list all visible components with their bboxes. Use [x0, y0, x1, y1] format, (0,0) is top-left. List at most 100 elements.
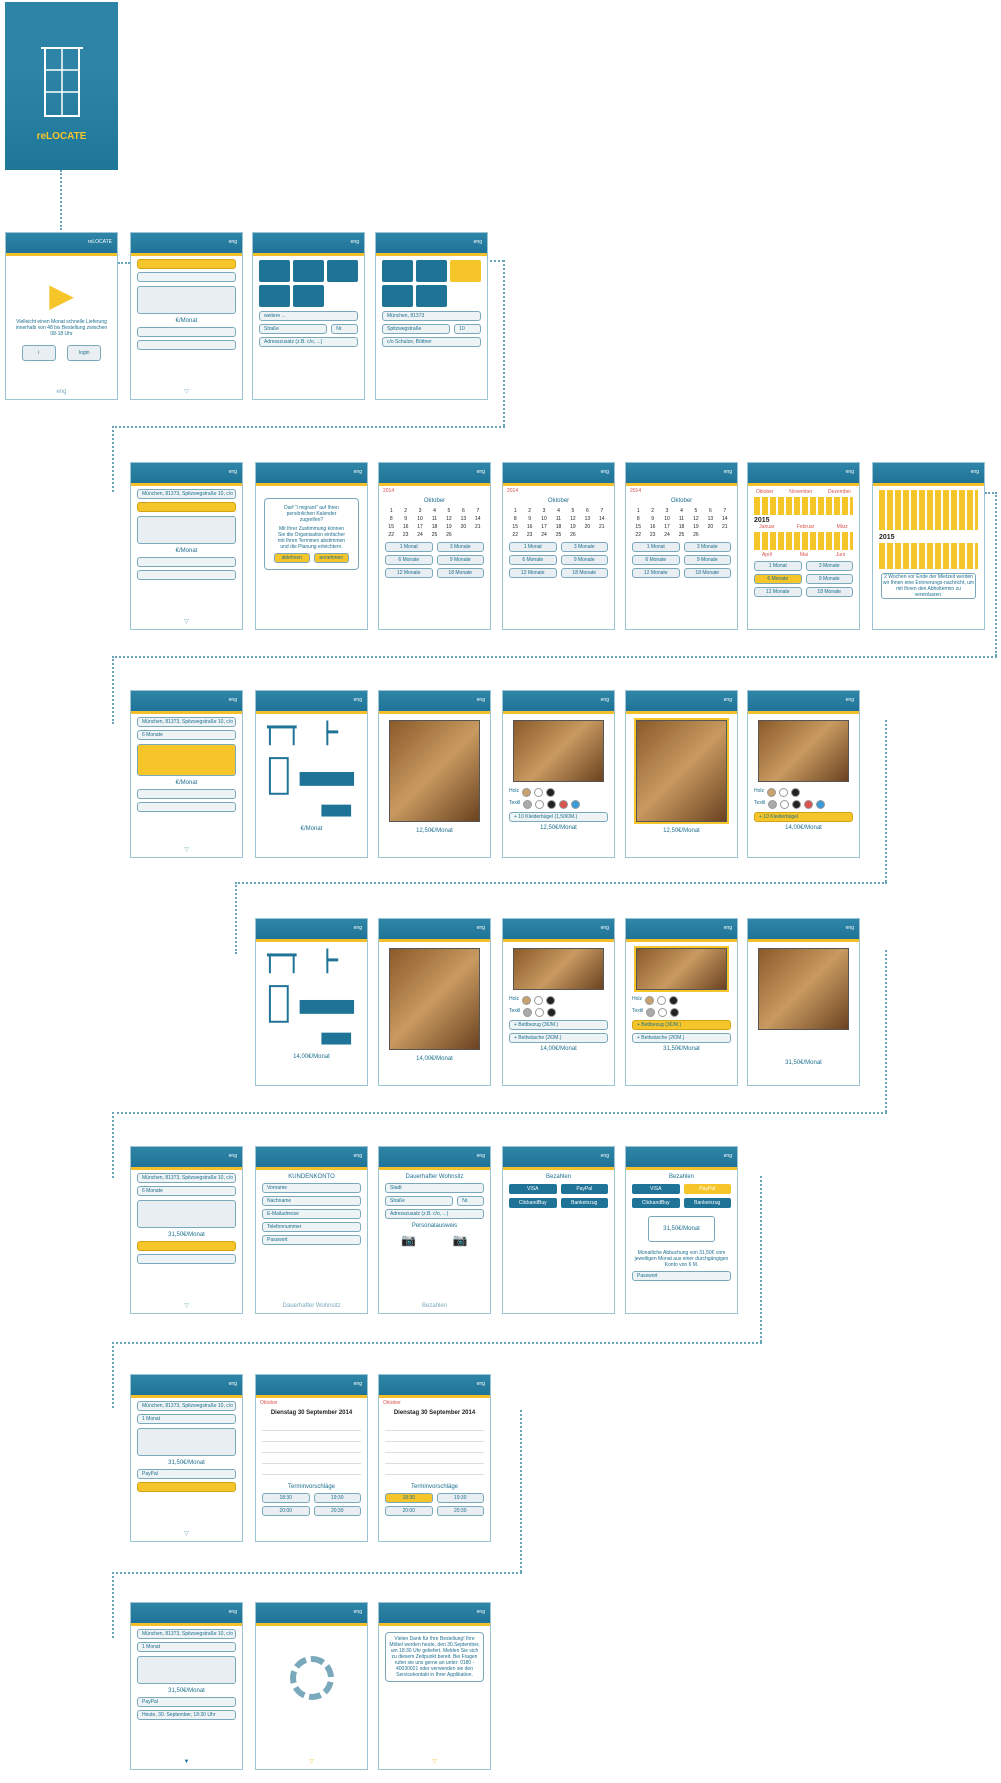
address-extra-input[interactable]: Adresszusatz (z.B. c/o, ...) [259, 337, 358, 347]
duration-12[interactable]: 12 Monate [754, 587, 802, 597]
calendar-day[interactable]: 7 [723, 508, 727, 514]
city-frankfurt[interactable] [416, 285, 447, 307]
textile-swatch[interactable] [768, 800, 778, 809]
calendar-day[interactable]: 2 [404, 508, 408, 514]
calendar-day[interactable]: 9 [404, 516, 408, 522]
textile-swatch[interactable] [658, 1008, 668, 1017]
language-label[interactable]: eng [723, 469, 732, 475]
language-label[interactable]: eng [56, 389, 67, 395]
textile-swatch[interactable] [547, 1008, 557, 1017]
language-label[interactable]: eng [353, 1153, 362, 1159]
language-label[interactable]: eng [350, 239, 359, 245]
delivery-field[interactable] [137, 340, 236, 350]
calendar-day[interactable]: 19 [570, 524, 576, 530]
bed-linen-option[interactable]: + Bettwäsche (2€/M.) [632, 1033, 731, 1043]
clickandbuy-button[interactable]: ClickandBuy [509, 1198, 557, 1208]
visa-button[interactable]: VISA [509, 1184, 557, 1194]
calendar-day[interactable]: 3 [665, 508, 669, 514]
textile-swatch[interactable] [646, 1008, 656, 1017]
calendar-day[interactable]: 17 [541, 524, 547, 530]
hanger-option[interactable]: + 10 Kleiderbügel [754, 812, 853, 822]
wood-swatch[interactable] [546, 996, 556, 1005]
calendar-day[interactable]: 16 [402, 524, 409, 530]
month-back-link[interactable]: Oktober [260, 1400, 278, 1406]
duration-9[interactable]: 9 Monate [560, 555, 608, 565]
delivery-field[interactable] [137, 570, 236, 580]
city-field[interactable]: Stadt [385, 1183, 484, 1193]
clickandbuy-button[interactable]: ClickandBuy [632, 1198, 680, 1208]
calendar-day[interactable]: 14 [599, 516, 605, 522]
wardrobe-photo[interactable] [758, 720, 849, 782]
calendar-day[interactable]: 19 [693, 524, 699, 530]
duration-18[interactable]: 18 Monate [560, 568, 608, 578]
calendar-day[interactable]: 25 [678, 532, 685, 538]
calendar-day[interactable]: 22 [512, 532, 518, 538]
wood-swatch[interactable] [791, 788, 801, 797]
calendar-day[interactable]: 17 [664, 524, 670, 530]
payment-field[interactable]: PayPal [137, 1469, 236, 1479]
language-label[interactable]: eng [228, 1609, 237, 1615]
textile-swatch[interactable] [804, 800, 814, 809]
street-field[interactable]: Straße [385, 1196, 454, 1206]
calendar-grid[interactable]: 1 2 3 4 5 6 7 8 9 10 11 12 13 14 15 16 17 18 19 20 21 22 23 24 2… [632, 508, 731, 538]
password-field[interactable]: Passwort [262, 1235, 361, 1245]
chevron-down-icon[interactable]: ▽ [184, 1531, 189, 1537]
street-input[interactable]: Straße [259, 324, 328, 334]
wood-swatch[interactable] [534, 788, 544, 797]
city-koeln[interactable] [382, 285, 413, 307]
year-back-link[interactable]: 2014 [507, 488, 519, 494]
textile-swatch[interactable] [571, 800, 581, 809]
calendar-day[interactable]: 18 [431, 524, 438, 530]
duration-field[interactable]: 6 Monate [137, 1186, 236, 1196]
calendar-grid[interactable]: 1 2 3 4 5 6 7 8 9 10 11 12 13 14 15 16 17 18 19 20 21 22 23 24 2… [385, 508, 484, 538]
chevron-down-icon[interactable]: ▼ [183, 1759, 190, 1765]
city-berlin[interactable] [259, 260, 290, 282]
camera-icon[interactable]: 📷 [452, 1233, 468, 1247]
language-label[interactable]: eng [228, 239, 237, 245]
calendar-grid[interactable]: 1 2 3 4 5 6 7 8 9 10 11 12 13 14 15 16 17 18 19 20 21 22 23 24 2… [509, 508, 608, 538]
duration-3[interactable]: 3 Monate [805, 561, 853, 571]
calendar-day[interactable]: 12 [570, 516, 576, 522]
month-may[interactable]: Mai [799, 552, 808, 558]
furniture-icons[interactable] [262, 948, 361, 1048]
wood-swatch[interactable] [657, 996, 667, 1005]
duration-3[interactable]: 3 Monate [560, 542, 608, 552]
textile-swatch[interactable] [670, 1008, 680, 1017]
language-label[interactable]: eng [228, 1153, 237, 1159]
calendar-day[interactable]: 10 [664, 516, 670, 522]
calendar-day[interactable]: 11 [678, 516, 685, 522]
language-label[interactable]: eng [476, 697, 485, 703]
city-hamburg[interactable] [293, 260, 324, 282]
textile-swatch[interactable] [535, 800, 545, 809]
month-dec[interactable]: Dezember [828, 489, 852, 495]
language-label[interactable]: eng [845, 469, 854, 475]
bankeinzug-button[interactable]: Bankeinzug [683, 1198, 731, 1208]
calendar-day[interactable]: 8 [389, 516, 393, 522]
furniture-grid[interactable] [262, 720, 361, 820]
language-label[interactable]: eng [600, 925, 609, 931]
duration-9[interactable]: 9 Monate [436, 555, 484, 565]
slot-2000[interactable]: 20:00 [385, 1506, 433, 1516]
slot-2030[interactable]: 20:30 [313, 1506, 361, 1516]
play-icon[interactable]: ▶ [49, 277, 74, 313]
calendar-day[interactable]: 4 [433, 508, 436, 514]
calendar-day[interactable]: 9 [528, 516, 532, 522]
language-label[interactable]: eng [476, 1153, 485, 1159]
hanger-option[interactable]: + 10 Kleiderbügel (1,50€/M.) [509, 812, 608, 822]
duration-1[interactable]: 1 Monat [509, 542, 557, 552]
month-back-link[interactable]: Oktober [383, 1400, 401, 1406]
language-label[interactable]: eng [970, 469, 979, 475]
wardrobe-photo[interactable] [634, 718, 729, 824]
duration-18[interactable]: 18 Monate [805, 587, 853, 597]
calendar-day[interactable]: 19 [446, 524, 452, 530]
textile-swatch[interactable] [559, 800, 569, 809]
duration-12[interactable]: 12 Monate [385, 568, 433, 578]
textile-swatch[interactable] [523, 800, 533, 809]
payment-field[interactable]: PayPal [137, 1697, 236, 1707]
next-step-link[interactable]: Dauerhafter Wohnsitz [282, 1303, 341, 1309]
language-label[interactable]: eng [228, 469, 237, 475]
duration-18[interactable]: 18 Monate [436, 568, 484, 578]
calendar-day[interactable]: 4 [680, 508, 683, 514]
wood-swatch[interactable] [669, 996, 679, 1005]
camera-icon[interactable]: 📷 [401, 1233, 417, 1247]
